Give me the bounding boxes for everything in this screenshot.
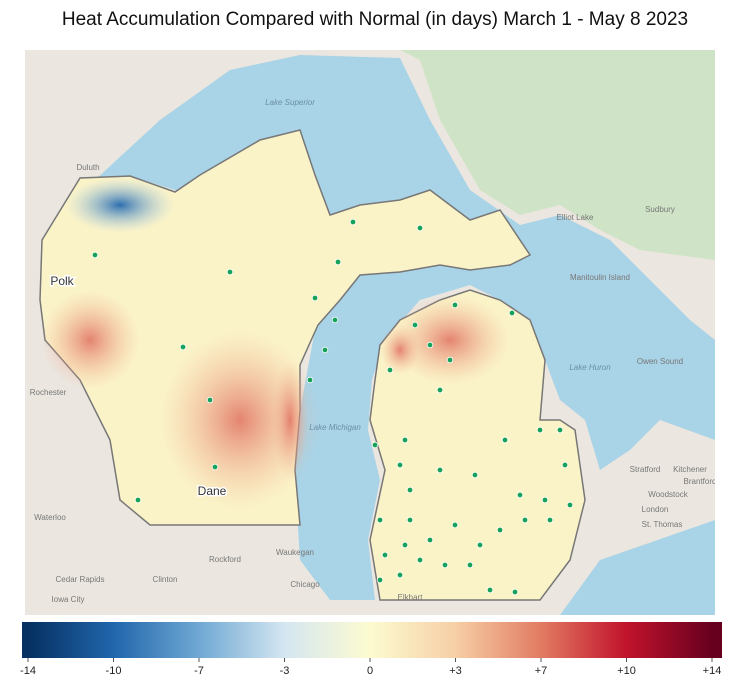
station [226, 268, 234, 276]
station [426, 536, 434, 544]
colorbar-tick-label: +10 [617, 665, 636, 677]
place-label: Woodstock [648, 490, 688, 499]
place-label: Cedar Rapids [56, 575, 105, 584]
station [396, 571, 404, 579]
station [546, 516, 554, 524]
colorbar-tick-label: +7 [535, 665, 548, 677]
county-label: Dane [198, 484, 227, 498]
station [411, 321, 419, 329]
station [306, 376, 314, 384]
place-label: Owen Sound [637, 357, 683, 366]
place-label: Chicago [290, 580, 320, 589]
cold-area [65, 177, 175, 233]
station [416, 224, 424, 232]
warm-area [272, 360, 308, 480]
station [386, 366, 394, 374]
place-label: Elliot Lake [557, 213, 594, 222]
place-label: Stratford [630, 465, 661, 474]
station [406, 516, 414, 524]
county-label: Polk [50, 274, 74, 288]
station [311, 294, 319, 302]
place-label: St. Thomas [642, 520, 683, 529]
station [381, 551, 389, 559]
warm-area [390, 295, 510, 385]
colorbar-tick-label: 0 [367, 665, 373, 677]
place-label: Kitchener [673, 465, 707, 474]
station [376, 576, 384, 584]
station [566, 501, 574, 509]
colorbar-tick-label: -7 [194, 665, 204, 677]
colorbar-tick-label: -10 [106, 665, 122, 677]
station [401, 436, 409, 444]
stations [91, 218, 574, 596]
station [396, 461, 404, 469]
place-label: Brantford [684, 477, 717, 486]
colorbar-tick-label: +14 [703, 665, 722, 677]
station [211, 463, 219, 471]
place-label: Clinton [153, 575, 178, 584]
station [556, 426, 564, 434]
place-label: Duluth [76, 163, 99, 172]
place-label: Manitoulin Island [570, 273, 630, 282]
colorbar-tick-label: +3 [449, 665, 462, 677]
place-label: Elkhart [398, 593, 424, 602]
station [436, 386, 444, 394]
lake-label: Lake Superior [265, 98, 315, 107]
lake-erie [560, 520, 715, 615]
station [476, 541, 484, 549]
station [471, 471, 479, 479]
station [134, 496, 142, 504]
place-label: Rochester [30, 388, 67, 397]
station [426, 341, 434, 349]
place-label: London [642, 505, 669, 514]
place-label: Iowa City [52, 595, 85, 604]
station [91, 251, 99, 259]
colorbar-tick-label: -3 [280, 665, 290, 677]
station [406, 486, 414, 494]
warm-area [380, 325, 420, 375]
warm-area [40, 290, 140, 390]
lake-label: Lake Huron [569, 363, 611, 372]
station [486, 586, 494, 594]
station [446, 356, 454, 364]
station [521, 516, 529, 524]
station [371, 441, 379, 449]
place-label: Sudbury [645, 205, 675, 214]
station [334, 258, 342, 266]
station [376, 516, 384, 524]
station [401, 541, 409, 549]
station [331, 316, 339, 324]
place-label: Waukegan [276, 548, 314, 557]
colorbar-tick-label: -14 [20, 665, 36, 677]
station [451, 521, 459, 529]
title: Heat Accumulation Compared with Normal (… [62, 9, 688, 30]
colorbar-ticks: -14 -10 -7 -3 0 +3 +7 +10 +14 [20, 658, 721, 677]
place-label: Waterloo [34, 513, 66, 522]
station [508, 309, 516, 317]
map: Polk Dane Lake Superior Lake Michigan Lake H… [25, 50, 717, 615]
station [496, 526, 504, 534]
station [321, 346, 329, 354]
station [349, 218, 357, 226]
station [536, 426, 544, 434]
station [436, 466, 444, 474]
station [511, 588, 519, 596]
station [561, 461, 569, 469]
station [516, 491, 524, 499]
lake-label: Lake Michigan [309, 423, 361, 432]
station [501, 436, 509, 444]
station [466, 561, 474, 569]
station [441, 561, 449, 569]
station [451, 301, 459, 309]
station [179, 343, 187, 351]
canada-land [400, 50, 715, 260]
station [206, 396, 214, 404]
place-label: Rockford [209, 555, 241, 564]
colorbar [22, 622, 722, 658]
station [541, 496, 549, 504]
station [416, 556, 424, 564]
map-labels: Polk Dane Lake Superior Lake Michigan Lake H… [30, 98, 717, 604]
